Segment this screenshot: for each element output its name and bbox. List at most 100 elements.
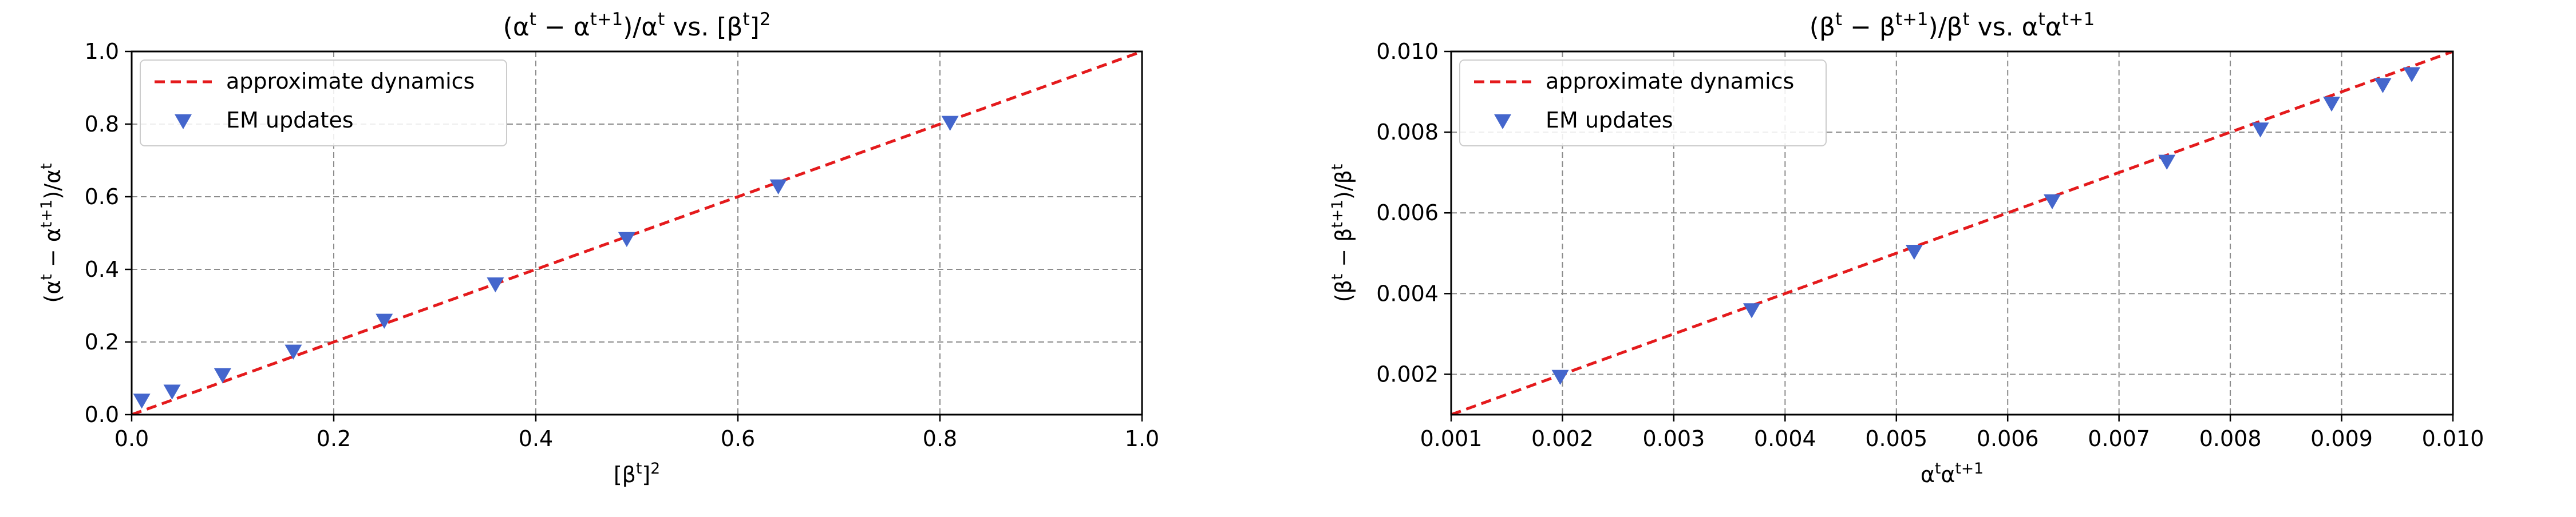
reference-line — [132, 51, 1142, 415]
axes-frame — [1450, 50, 2454, 416]
reference-line — [1451, 51, 2453, 415]
chart-title-part: 2 — [760, 9, 771, 30]
y-axis-label-part: t — [38, 163, 56, 169]
chart-title: (βt − βt+1)/βt vs. αtαt+1 — [1809, 9, 2095, 42]
y-tick-label: 0.004 — [1376, 281, 1439, 306]
data-point — [2158, 154, 2176, 170]
x-tick-label: 0.004 — [1754, 426, 1816, 451]
chart-title-part: α — [2045, 13, 2062, 42]
chart-title-part: t — [742, 9, 749, 30]
legend-box — [1459, 59, 1827, 146]
data-point — [1551, 369, 1569, 385]
y-tick-label: 0.8 — [85, 112, 119, 137]
y-axis-label-part: )/α — [40, 169, 65, 200]
x-axis-label-part: t — [1935, 460, 1941, 478]
x-tick-label: 0.009 — [2310, 426, 2373, 451]
chart-title-part: − β — [1842, 13, 1895, 42]
data-point — [2403, 67, 2421, 82]
x-axis-label: [βt]2 — [614, 460, 660, 488]
x-tick-label: 0.007 — [2088, 426, 2150, 451]
data-point — [2251, 122, 2269, 138]
chart-panel-1: 0.0 0.2 0.4 0.6 0.8 1.0 0.0 0.2 0.4 0.6 0.8 1.0 (αt … — [38, 9, 1160, 487]
y-axis-label-part: t+1 — [1329, 200, 1346, 228]
y-axis-label: (αt − αt+1)/αt — [38, 163, 66, 303]
y-axis-label-part: )/β — [1331, 170, 1356, 200]
x-tick-label: 0.010 — [2422, 426, 2484, 451]
data-point — [285, 344, 302, 360]
data-point — [2374, 78, 2392, 93]
x-tick-label: 0.001 — [1420, 426, 1483, 451]
chart-title-part: ] — [750, 13, 760, 42]
y-tick-label: 0.6 — [85, 184, 119, 209]
chart-title-part: t — [530, 9, 536, 30]
data-point — [618, 232, 635, 248]
legend-label: approximate dynamics — [1546, 69, 1794, 94]
chart-title-part: t — [1963, 9, 1970, 30]
data-point — [1743, 303, 1760, 319]
x-tick-label: 0.0 — [114, 426, 149, 451]
legend-label: approximate dynamics — [226, 69, 475, 94]
y-axis-label-part: t — [38, 274, 56, 280]
y-axis-label-part: (α — [40, 280, 65, 303]
x-tick-label: 0.005 — [1865, 426, 1927, 451]
y-axis-label-part: (β — [1331, 280, 1356, 302]
y-tick-label: 0.008 — [1376, 120, 1439, 145]
data-point — [2044, 194, 2061, 210]
legend-marker-swatch — [1494, 114, 1511, 129]
chart-title-part: t+1 — [2062, 9, 2095, 30]
x-axis-label-part: α — [1941, 462, 1955, 487]
chart-title-part: t+1 — [1895, 9, 1928, 30]
x-axis-label-part: α — [1921, 462, 1935, 487]
x-axis-label-part: t — [636, 460, 642, 478]
x-tick-label: 1.0 — [1125, 426, 1159, 451]
x-axis-label-part: 2 — [650, 460, 660, 478]
data-point — [214, 368, 231, 384]
x-axis-label-part: ] — [642, 462, 650, 487]
y-tick-label: 1.0 — [85, 39, 119, 64]
y-tick-label: 0.006 — [1376, 200, 1439, 225]
chart-title-part: t+1 — [590, 9, 623, 30]
y-tick-label: 0.002 — [1376, 361, 1439, 387]
y-axis-label: (βt − βt+1)/βt — [1329, 164, 1357, 303]
chart-title: (αt − αt+1)/αt vs. [βt]2 — [503, 9, 771, 42]
y-tick-label: 0.010 — [1376, 39, 1439, 64]
data-point — [376, 313, 393, 329]
y-axis-label-part: t — [1329, 164, 1346, 170]
data-point — [163, 384, 181, 400]
axes-frame — [131, 50, 1143, 416]
data-point — [487, 277, 504, 293]
x-tick-label: 0.8 — [923, 426, 957, 451]
x-axis-label-part: t+1 — [1955, 460, 1984, 478]
x-tick-label: 0.002 — [1531, 426, 1594, 451]
legend-label: EM updates — [1546, 108, 1673, 133]
y-axis-label-part: − β — [1331, 228, 1356, 274]
data-point — [133, 393, 151, 409]
x-axis-label: αtαt+1 — [1921, 460, 1984, 488]
chart-title-part: )/β — [1929, 13, 1963, 42]
x-axis-label-part: [β — [614, 462, 636, 487]
chart-panel-2: 0.001 0.002 0.003 0.004 0.005 0.006 0.007 0.008… — [1329, 9, 2484, 487]
x-tick-label: 0.006 — [1977, 426, 2039, 451]
legend: approximate dynamics EM updates — [140, 59, 507, 146]
chart-title-part: t — [1835, 9, 1842, 30]
legend-label: EM updates — [226, 108, 354, 133]
x-tick-label: 0.6 — [721, 426, 755, 451]
chart-title-part: − α — [536, 13, 590, 42]
chart-title-part: t — [2038, 9, 2045, 30]
legend-marker-swatch — [175, 114, 192, 129]
x-tick-label: 0.003 — [1642, 426, 1705, 451]
x-tick-label: 0.4 — [519, 426, 553, 451]
y-axis-label-part: − α — [40, 228, 65, 274]
chart-title-part: (α — [503, 13, 530, 42]
chart-title-part: )/α — [623, 13, 658, 42]
y-tick-label: 0.4 — [85, 257, 119, 282]
y-tick-label: 0.0 — [85, 402, 119, 427]
data-point — [769, 179, 787, 194]
legend: approximate dynamics EM updates — [1459, 59, 1827, 146]
chart-title-part: (β — [1809, 13, 1835, 42]
chart-title-part: vs. [β — [665, 13, 742, 42]
x-tick-label: 0.2 — [317, 426, 351, 451]
y-axis-label-part: t — [1329, 274, 1346, 280]
y-tick-label: 0.2 — [85, 329, 119, 355]
